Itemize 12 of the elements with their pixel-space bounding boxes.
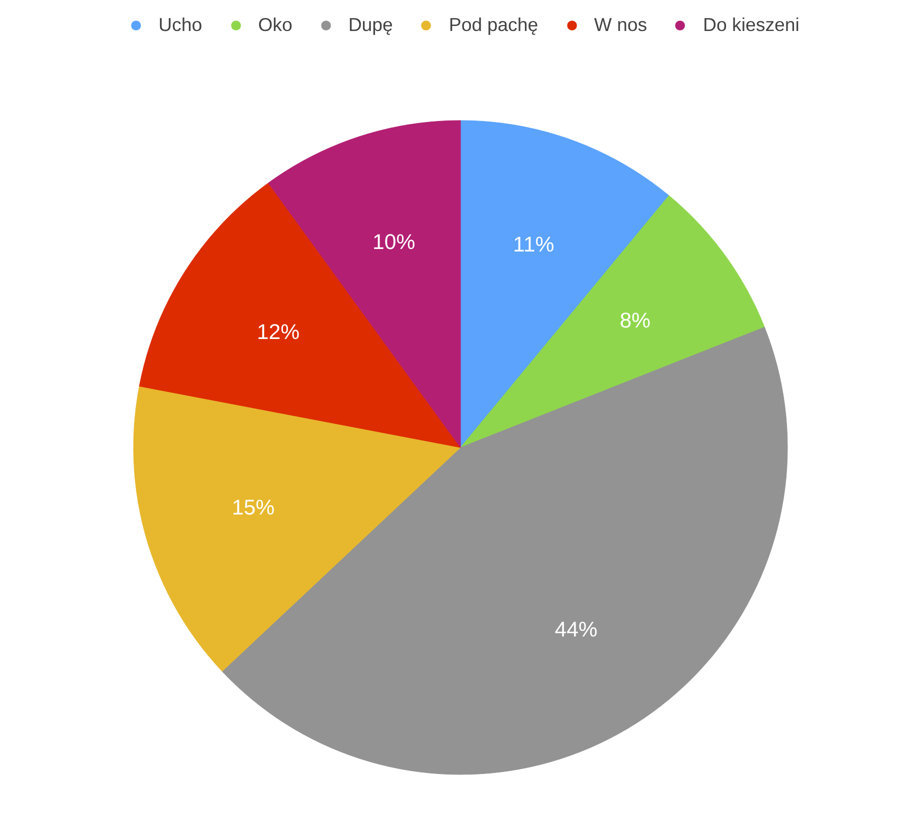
data-label: 10%	[372, 230, 416, 254]
legend-label: Dupę	[348, 14, 393, 36]
data-label: 44%	[554, 618, 598, 642]
data-label: 8%	[620, 308, 651, 333]
legend-label: W nos	[594, 14, 648, 36]
legend-label: Pod pachę	[448, 14, 538, 36]
data-label: 11%	[513, 232, 554, 256]
legend-label: Do kieszeni	[703, 14, 800, 36]
data-label: 12%	[256, 320, 300, 344]
data-label: 15%	[232, 496, 275, 520]
legend-label: Oko	[258, 14, 292, 36]
legend-label: Ucho	[158, 14, 202, 36]
